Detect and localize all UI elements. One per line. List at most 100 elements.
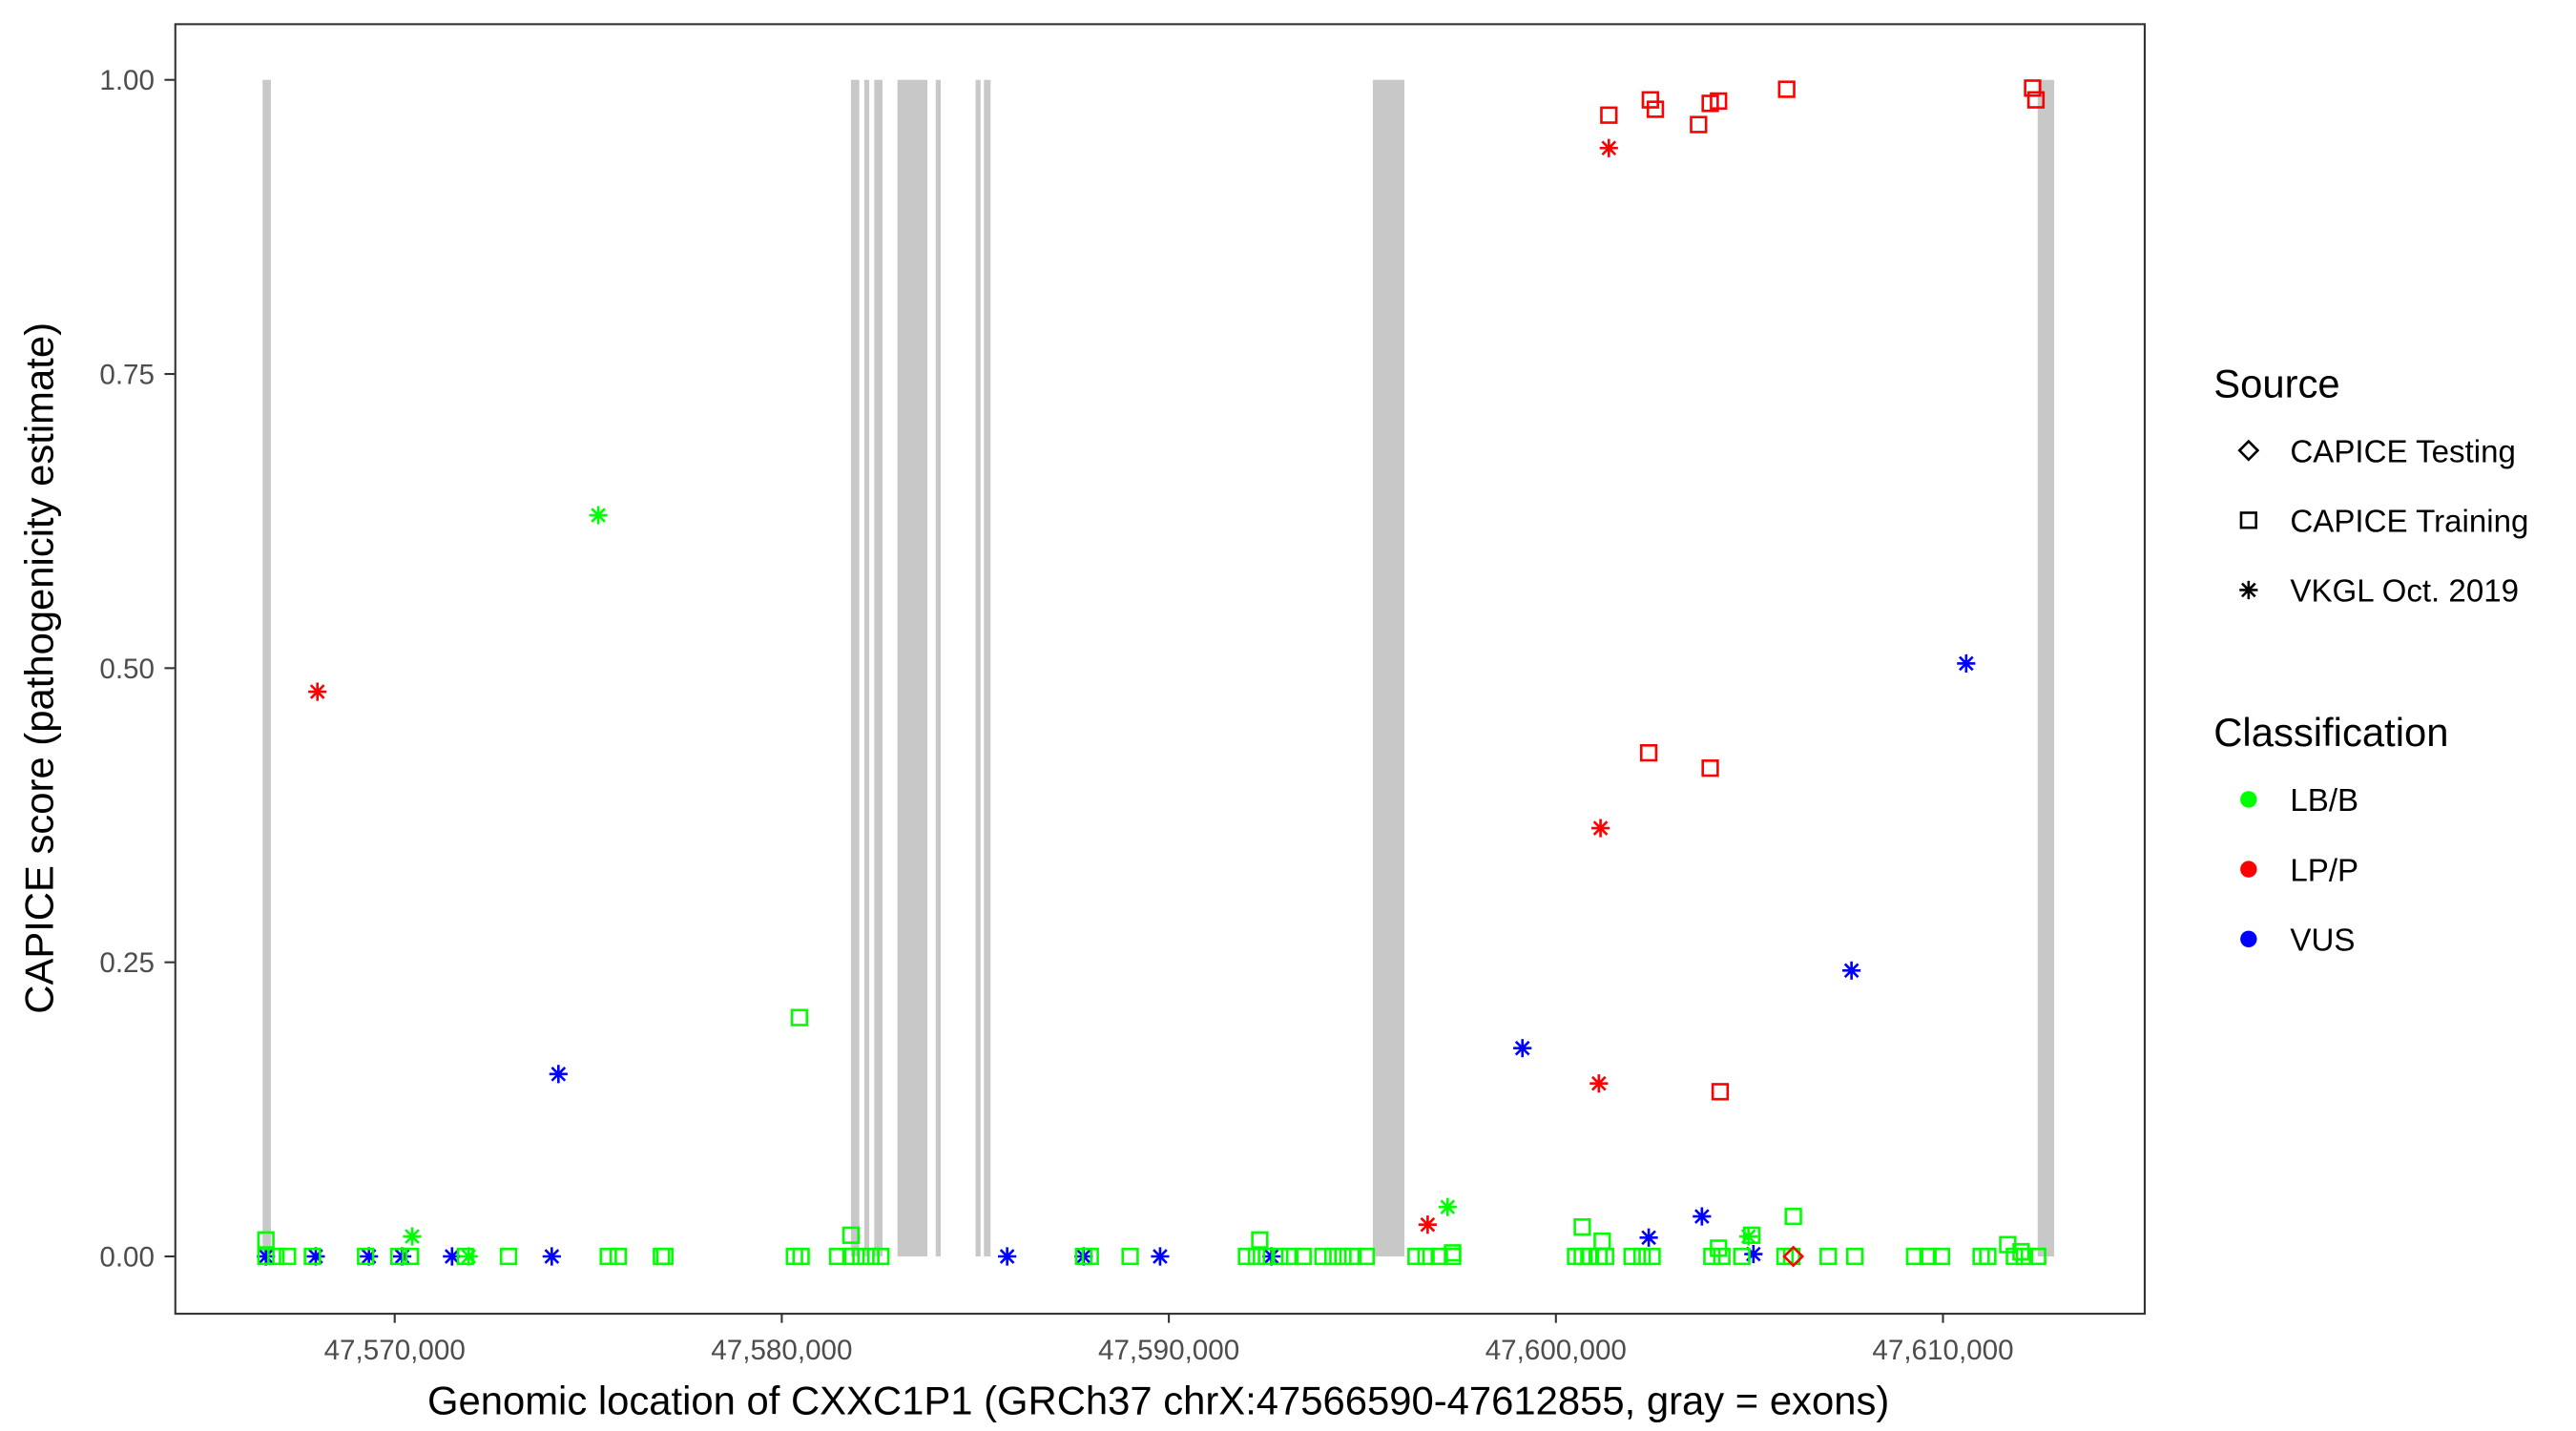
point-training-lb-b: [389, 1247, 408, 1266]
point-vkgl-vus: [1957, 653, 1976, 674]
point-training-lb-b: [357, 1247, 375, 1266]
point-training-lb-b: [2015, 1247, 2033, 1266]
legend-dot-icon: [2240, 930, 2257, 947]
point-vkgl-vus: [443, 1247, 462, 1266]
y-axis-title: CAPICE score (pathogenicity estimate): [17, 322, 62, 1014]
point-training-lb-b: [1742, 1226, 1761, 1244]
point-vkgl-lb-b: [459, 1247, 478, 1266]
exon-band: [2037, 79, 2055, 1256]
point-training-lb-b: [1314, 1247, 1332, 1266]
exon-band: [984, 79, 991, 1256]
point-training-lb-b: [1323, 1247, 1342, 1266]
point-training-lb-b: [1294, 1247, 1312, 1266]
point-training-lp-p: [1600, 106, 1618, 124]
point-vkgl-lp-p: [1418, 1215, 1437, 1234]
exon-band: [262, 79, 271, 1256]
point-vkgl-lp-p: [1589, 1074, 1609, 1093]
point-training-lb-b: [1121, 1247, 1139, 1266]
point-vkgl-lb-b: [589, 506, 608, 525]
point-training-lp-p: [1641, 91, 1659, 109]
point-training-lb-b: [267, 1247, 285, 1266]
point-training-lp-p: [1646, 100, 1665, 118]
legend-source-item: VKGL Oct. 2019: [2290, 574, 2519, 610]
exon-band: [874, 79, 883, 1256]
point-training-lb-b: [1444, 1244, 1462, 1262]
point-training-lb-b: [790, 1008, 809, 1027]
point-training-lb-b: [1343, 1247, 1362, 1266]
point-training-lp-p: [1690, 115, 1708, 134]
y-tick-label: 0.75: [99, 359, 155, 390]
point-training-lb-b: [1623, 1247, 1641, 1266]
point-vkgl-vus: [549, 1065, 568, 1084]
legend-dot-icon: [2240, 861, 2257, 878]
legend-source-item: CAPICE Training: [2290, 505, 2528, 540]
point-training-lb-b: [1845, 1247, 1864, 1266]
point-vkgl-lp-p: [1590, 819, 1610, 838]
point-training-lp-p: [1639, 744, 1658, 762]
point-training-lb-b: [655, 1247, 674, 1266]
point-vkgl-vus: [998, 1247, 1017, 1266]
point-training-lb-b: [257, 1247, 275, 1266]
exon-band: [1372, 79, 1405, 1256]
point-training-lb-b: [1271, 1247, 1289, 1266]
y-tick-label: 0.00: [99, 1241, 155, 1273]
point-training-lb-b: [1237, 1247, 1256, 1266]
point-training-lp-p: [1701, 759, 1719, 778]
point-training-lb-b: [841, 1226, 861, 1244]
point-training-lb-b: [303, 1247, 322, 1266]
point-vkgl-vus: [1639, 1228, 1658, 1247]
point-training-lb-b: [609, 1247, 628, 1266]
point-vkgl-vus: [542, 1247, 561, 1266]
point-training-lp-p: [1710, 92, 1728, 111]
exon-band: [897, 79, 928, 1256]
legend-class-item: LP/P: [2290, 853, 2358, 888]
x-axis: 47,570,000 47,580,000 47,590,000 47,600,000…: [324, 1313, 2014, 1366]
y-tick-label: 1.00: [99, 65, 155, 96]
legend-class-item: LB/B: [2290, 783, 2358, 819]
point-training-lb-b: [1919, 1247, 1937, 1266]
plot-panel-border: [174, 23, 2147, 1316]
point-training-lb-b: [862, 1247, 880, 1266]
point-vkgl-vus: [1693, 1207, 1712, 1226]
point-training-lb-b: [1081, 1247, 1099, 1266]
point-vkgl-vus: [257, 1247, 276, 1266]
exon-bands: [262, 79, 2055, 1256]
point-training-lb-b: [872, 1247, 890, 1266]
point-training-lp-p: [2024, 79, 2042, 97]
x-tick-label: 47,590,000: [1098, 1335, 1239, 1366]
point-training-lb-b: [1573, 1218, 1591, 1236]
exon-band: [935, 79, 941, 1256]
point-training-lb-b: [1247, 1247, 1266, 1266]
legend-dot-icon: [2240, 791, 2257, 808]
point-training-lb-b: [1251, 1231, 1269, 1249]
legend-diamond-icon: [2237, 439, 2260, 462]
data-points: [257, 79, 2046, 1268]
point-training-lb-b: [1643, 1247, 1661, 1266]
point-vkgl-vus: [1842, 961, 1861, 980]
point-training-lb-b: [852, 1247, 870, 1266]
point-training-lb-b: [1710, 1239, 1728, 1257]
y-axis: 0.00 0.25 0.50 0.75 1.00: [99, 65, 175, 1273]
point-training-lb-b: [1280, 1247, 1298, 1266]
point-training-lb-b: [1257, 1247, 1276, 1266]
point-training-lb-b: [402, 1247, 420, 1266]
point-training-lb-b: [499, 1247, 518, 1266]
point-training-lb-b: [1733, 1247, 1751, 1266]
point-vkgl-vus: [360, 1247, 379, 1266]
point-training-lb-b: [1593, 1232, 1611, 1251]
point-vkgl-lb-b: [403, 1227, 422, 1246]
point-training-lp-p: [2026, 91, 2046, 109]
legend-source-item: CAPICE Testing: [2290, 434, 2516, 469]
point-training-lb-b: [257, 1231, 275, 1249]
point-vkgl-vus: [1513, 1039, 1532, 1058]
point-training-lp-p: [1777, 80, 1796, 98]
x-axis-title: Genomic location of CXXC1P1 (GRCh37 chrX…: [427, 1378, 1889, 1422]
point-training-lb-b: [1979, 1247, 1997, 1266]
point-training-lb-b: [1357, 1247, 1376, 1266]
point-vkgl-vus: [306, 1247, 325, 1266]
point-training-lb-b: [279, 1247, 297, 1266]
point-training-lb-b: [1580, 1247, 1598, 1266]
point-training-lb-b: [792, 1247, 810, 1266]
point-vkgl-lp-p: [308, 682, 327, 701]
